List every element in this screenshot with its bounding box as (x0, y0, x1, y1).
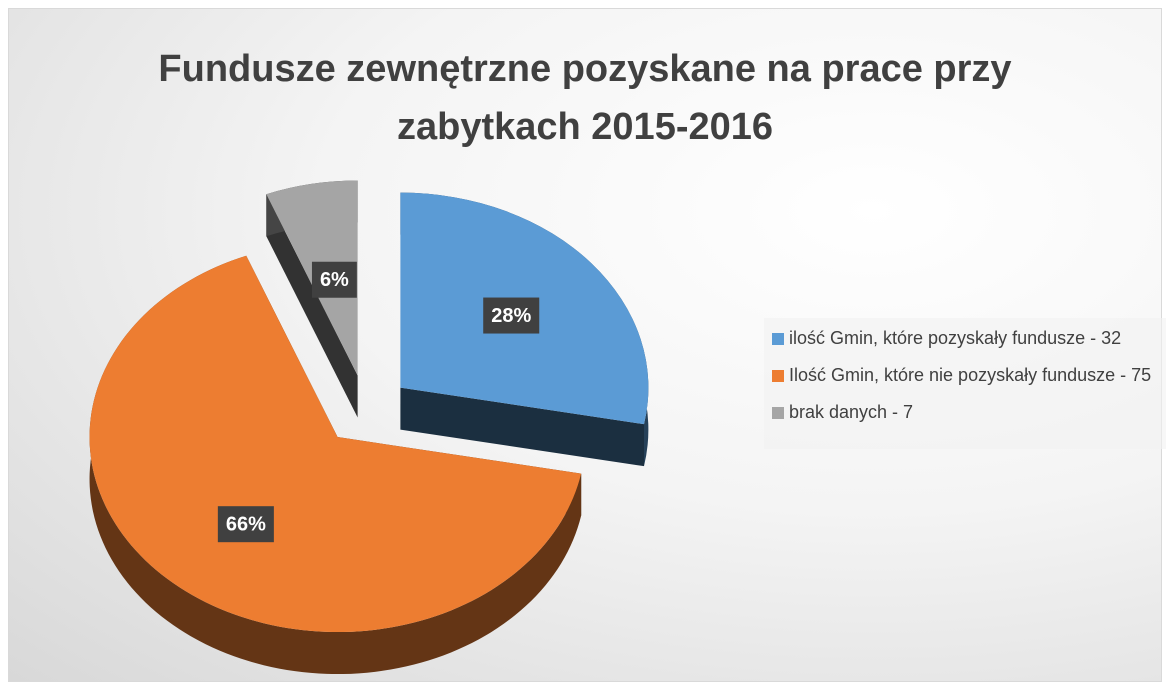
legend-label: Ilość Gmin, które nie pozyskały fundusze… (789, 365, 1152, 385)
data-label-box (217, 506, 274, 543)
legend-swatch (772, 407, 784, 419)
data-label: 6% (320, 269, 349, 291)
data-label: 28% (491, 305, 531, 327)
slice-wall (266, 194, 358, 418)
legend: ilość Gmin, które pozyskały fundusze - 3… (764, 318, 1166, 449)
legend-item: brak danych - 7 (772, 398, 1166, 427)
data-label-box (311, 261, 357, 298)
slice-wall (400, 387, 645, 467)
legend-label: brak danych - 7 (789, 402, 914, 422)
data-label-box (483, 297, 540, 334)
pie-slice (89, 255, 582, 633)
legend-item: ilość Gmin, które pozyskały fundusze - 3… (772, 324, 1166, 353)
legend-item: Ilość Gmin, które nie pozyskały fundusze… (772, 361, 1166, 390)
legend-label: ilość Gmin, które pozyskały fundusze - 3… (789, 328, 1122, 348)
legend-swatch (772, 370, 784, 382)
chart-title: Fundusze zewnętrzne pozyskane na prace p… (158, 48, 1012, 148)
data-label: 66% (226, 513, 266, 535)
legend-swatch (772, 333, 784, 345)
slice (89, 255, 582, 675)
